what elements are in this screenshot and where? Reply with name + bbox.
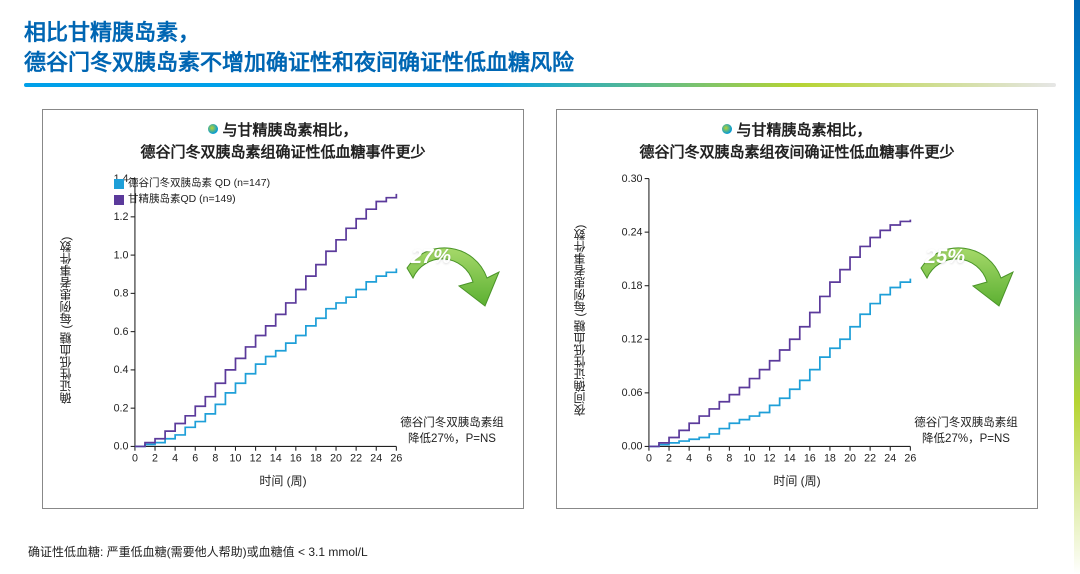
legend-swatch-icon — [114, 195, 124, 205]
callout-text-left-l2: 降低27%，P=NS — [408, 433, 496, 445]
title-block: 相比甘精胰岛素， 德谷门冬双胰岛素不增加确证性和夜间确证性低血糖风险 — [0, 0, 1080, 95]
svg-text:22: 22 — [350, 452, 362, 464]
svg-text:8: 8 — [212, 452, 218, 464]
svg-text:24: 24 — [884, 452, 896, 464]
panel-right: 与甘精胰岛素相比， 德谷门冬双胰岛素组夜间确证性低血糖事件更少 夜间确证性低血糖… — [556, 109, 1038, 509]
svg-text:16: 16 — [804, 452, 816, 464]
svg-text:0.18: 0.18 — [622, 280, 643, 292]
charts-row: 与甘精胰岛素相比， 德谷门冬双胰岛素组确证性低血糖事件更少 确证性低血糖 (每例… — [0, 95, 1080, 509]
svg-text:20: 20 — [330, 452, 342, 464]
svg-text:2: 2 — [666, 452, 672, 464]
svg-text:0.12: 0.12 — [622, 333, 643, 345]
panel-left-title: 与甘精胰岛素相比， 德谷门冬双胰岛素组确证性低血糖事件更少 — [55, 120, 511, 164]
svg-text:0.6: 0.6 — [114, 326, 129, 338]
callout-text-right-l1: 德谷门冬双胰岛素组 — [914, 417, 1018, 429]
legend-swatch-icon — [114, 179, 124, 189]
callout-right: 25% 德谷门冬双胰岛素组 降低27%，P=NS — [901, 228, 1031, 447]
title-underline — [24, 83, 1056, 87]
plot-area-left: 024681012141618202224260.00.20.40.60.81.… — [76, 170, 511, 470]
svg-text:1.0: 1.0 — [114, 249, 129, 261]
svg-text:12: 12 — [764, 452, 776, 464]
svg-text:0: 0 — [646, 452, 652, 464]
panel-left-title-l2: 德谷门冬双胰岛素组确证性低血糖事件更少 — [140, 144, 425, 161]
panel-left: 与甘精胰岛素相比， 德谷门冬双胰岛素组确证性低血糖事件更少 确证性低血糖 (每例… — [42, 109, 524, 509]
x-axis-label-left: 时间 (周) — [55, 472, 511, 489]
svg-text:0.00: 0.00 — [622, 441, 643, 453]
callout-text-right-l2: 降低27%，P=NS — [922, 433, 1010, 445]
svg-text:6: 6 — [192, 452, 198, 464]
x-axis-label-right: 时间 (周) — [569, 472, 1025, 489]
svg-text:4: 4 — [686, 452, 692, 464]
panel-right-title-l2: 德谷门冬双胰岛素组夜间确证性低血糖事件更少 — [639, 144, 954, 161]
chart-left-wrap: 确证性低血糖 (每例患者事件数) 02468101214161820222426… — [55, 170, 511, 470]
plot-area-right: 024681012141618202224260.000.060.120.180… — [590, 170, 1025, 470]
y-axis-label-right: 夜间确证性低血糖 (每例患者事件数) — [569, 170, 590, 470]
svg-text:0: 0 — [132, 452, 138, 464]
callout-text-right: 德谷门冬双胰岛素组 降低27%，P=NS — [901, 415, 1031, 447]
svg-text:8: 8 — [726, 452, 732, 464]
vertical-gradient-decor — [1074, 0, 1080, 574]
legend-label: 德谷门冬双胰岛素 QD (n=147) — [128, 176, 270, 192]
svg-text:10: 10 — [744, 452, 756, 464]
footnote: 确证性低血糖: 严重低血糖(需要他人帮助)或血糖值 < 3.1 mmol/L — [28, 543, 368, 560]
legend-left: 德谷门冬双胰岛素 QD (n=147)甘精胰岛素QD (n=149) — [114, 176, 270, 208]
svg-text:14: 14 — [784, 452, 796, 464]
panel-right-title-l1: 与甘精胰岛素相比， — [736, 122, 871, 139]
bullet-icon — [208, 124, 218, 134]
svg-text:26: 26 — [390, 452, 402, 464]
title-line-2: 德谷门冬双胰岛素不增加确证性和夜间确证性低血糖风险 — [24, 48, 1056, 78]
callout-text-left-l1: 德谷门冬双胰岛素组 — [400, 417, 504, 429]
panel-left-title-l1: 与甘精胰岛素相比， — [222, 122, 357, 139]
svg-text:24: 24 — [370, 452, 382, 464]
y-axis-label-left: 确证性低血糖 (每例患者事件数) — [55, 170, 76, 470]
callout-pct-left: 27% — [411, 246, 451, 269]
svg-text:0.8: 0.8 — [114, 287, 129, 299]
svg-text:0.24: 0.24 — [622, 226, 643, 238]
panel-right-title: 与甘精胰岛素相比， 德谷门冬双胰岛素组夜间确证性低血糖事件更少 — [569, 120, 1025, 164]
svg-text:12: 12 — [250, 452, 262, 464]
svg-text:0.2: 0.2 — [114, 402, 129, 414]
callout-text-left: 德谷门冬双胰岛素组 降低27%，P=NS — [387, 415, 517, 447]
svg-text:0.4: 0.4 — [114, 364, 129, 376]
svg-text:18: 18 — [824, 452, 836, 464]
bullet-icon — [722, 124, 732, 134]
legend-label: 甘精胰岛素QD (n=149) — [128, 192, 236, 208]
svg-text:26: 26 — [904, 452, 916, 464]
legend-item: 德谷门冬双胰岛素 QD (n=147) — [114, 176, 270, 192]
callout-left: 27% 德谷门冬双胰岛素组 降低27%，P=NS — [387, 228, 517, 447]
svg-text:22: 22 — [864, 452, 876, 464]
svg-text:0.30: 0.30 — [622, 173, 643, 185]
svg-text:4: 4 — [172, 452, 178, 464]
svg-text:0.0: 0.0 — [114, 441, 129, 453]
svg-text:20: 20 — [844, 452, 856, 464]
svg-text:10: 10 — [230, 452, 242, 464]
svg-text:1.2: 1.2 — [114, 211, 129, 223]
svg-text:14: 14 — [270, 452, 282, 464]
svg-text:0.06: 0.06 — [622, 387, 643, 399]
legend-item: 甘精胰岛素QD (n=149) — [114, 192, 270, 208]
svg-text:2: 2 — [152, 452, 158, 464]
svg-text:6: 6 — [706, 452, 712, 464]
chart-right-wrap: 夜间确证性低血糖 (每例患者事件数) 024681012141618202224… — [569, 170, 1025, 470]
svg-text:16: 16 — [290, 452, 302, 464]
arrow-right-svg — [911, 228, 1021, 318]
callout-pct-right: 25% — [925, 246, 965, 269]
title-line-1: 相比甘精胰岛素， — [24, 18, 1056, 48]
slide: 相比甘精胰岛素， 德谷门冬双胰岛素不增加确证性和夜间确证性低血糖风险 与甘精胰岛… — [0, 0, 1080, 574]
arrow-left-svg — [397, 228, 507, 318]
svg-text:18: 18 — [310, 452, 322, 464]
